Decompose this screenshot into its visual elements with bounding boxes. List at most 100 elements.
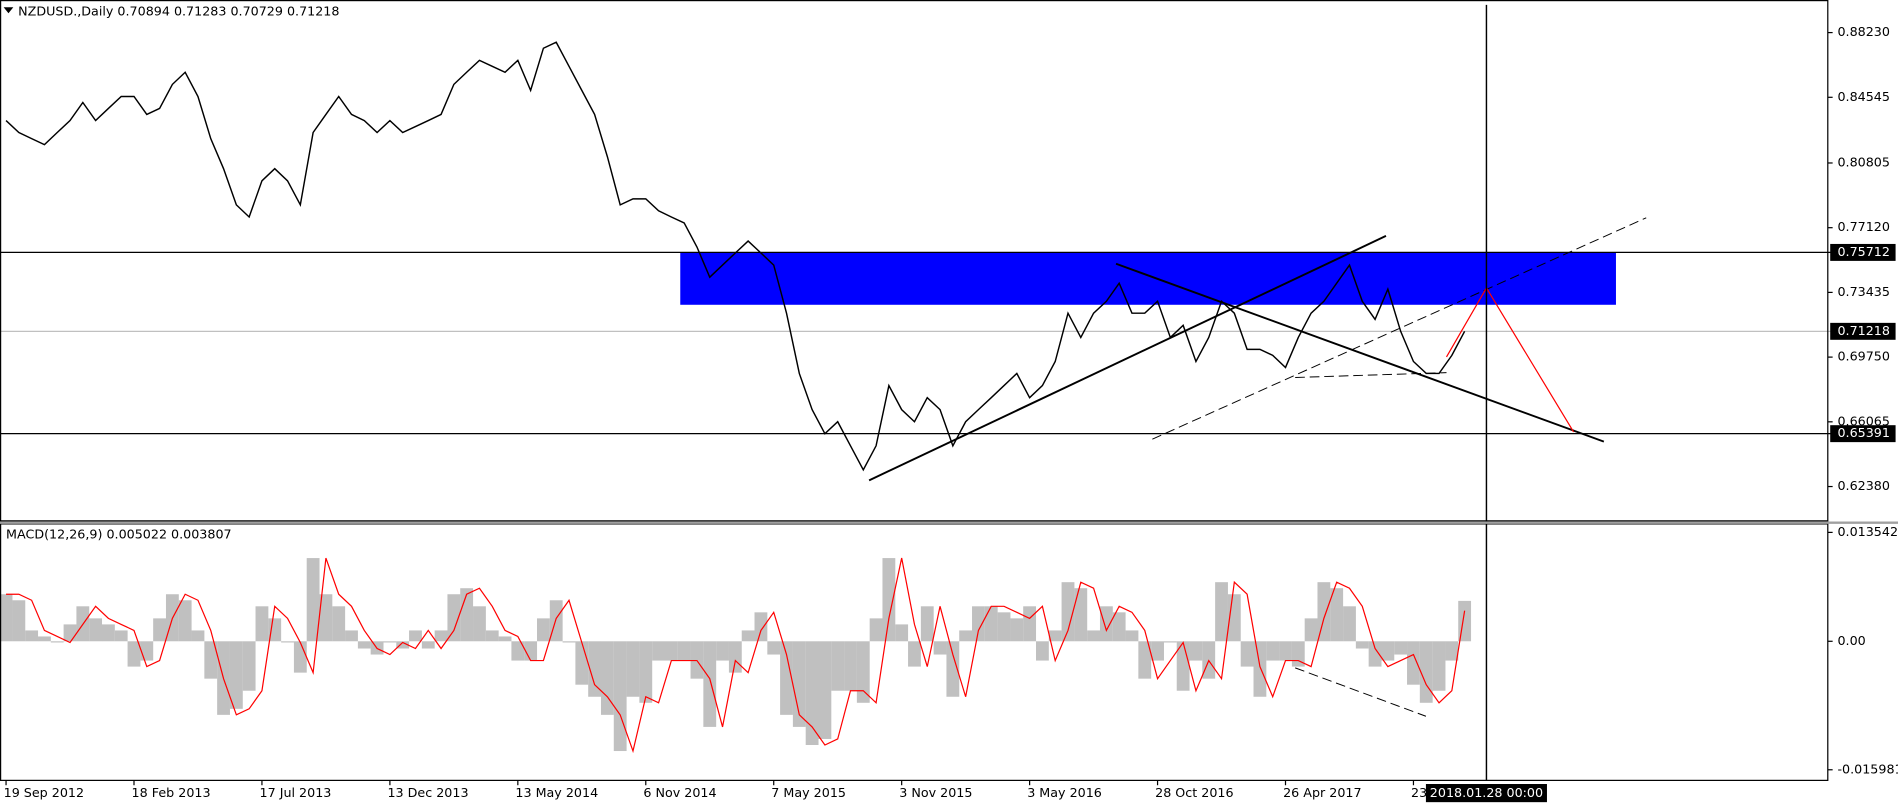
x-tick-label: 18 Feb 2013 [132, 785, 211, 800]
macd-bar [1381, 641, 1395, 661]
macd-bar [25, 630, 39, 642]
macd-bar [613, 641, 627, 752]
macd-bar [473, 606, 486, 642]
macd-bar [562, 641, 576, 643]
macd-bar [908, 641, 921, 667]
macd-bar [1355, 641, 1369, 649]
y-tick-label: 0.84545 [1837, 89, 1889, 104]
macd-bar [89, 618, 103, 642]
divergence-line [1295, 667, 1427, 717]
x-tick-label: 13 May 2014 [515, 785, 598, 800]
macd-bar [639, 641, 653, 703]
macd-bar [1343, 606, 1356, 642]
trendline [1115, 262, 1605, 443]
levels-layer [0, 251, 1833, 435]
x-tick-label: 26 Apr 2017 [1283, 785, 1361, 800]
crosshair-label-box [1425, 784, 1547, 803]
macd-bar [1240, 641, 1254, 667]
frames [0, 0, 1898, 781]
macd-title: MACD(12,26,9) 0.005022 0.003807 [6, 526, 232, 541]
collapse-icon[interactable] [3, 7, 14, 14]
macd-bar [255, 606, 269, 642]
macd-bar [1419, 641, 1433, 703]
supply-zone [680, 252, 1616, 305]
macd-bar [741, 630, 755, 642]
macd-bar [754, 612, 768, 642]
crosshair-label: 2018.01.28 00:00 [1430, 785, 1543, 800]
dashed-trendline [1152, 217, 1647, 440]
macd-bar [127, 641, 141, 667]
x-tick-label: 3 Nov 2015 [899, 785, 972, 800]
macd-bar [293, 641, 307, 673]
level-label: 0.65391 [1837, 425, 1889, 440]
macd-bar [396, 641, 410, 649]
macd-bar [1330, 588, 1344, 642]
macd-bar [1048, 630, 1062, 642]
x-tick-label: 17 Jul 2013 [260, 785, 332, 800]
macd-bar [434, 630, 448, 642]
macd-bar [831, 641, 845, 691]
macd-bar [421, 641, 435, 649]
macd-bar [1304, 618, 1318, 642]
macd-bar [319, 594, 333, 642]
macd-bar [626, 641, 640, 697]
macd-bar [664, 641, 678, 661]
macd-bar [178, 600, 192, 642]
macd-bar [1317, 582, 1331, 642]
x-tick-label: 28 Oct 2016 [1155, 785, 1233, 800]
macd-bar [1151, 641, 1164, 661]
macd-bar [767, 641, 781, 655]
macd-bar [537, 618, 550, 642]
macd-bar [191, 630, 205, 642]
macd-bar [728, 641, 742, 673]
macd-bar [460, 588, 474, 642]
macd-bar [306, 558, 320, 642]
macd-bar [1407, 641, 1420, 685]
y-tick-label: 0.88230 [1837, 24, 1889, 39]
macd-bar [114, 630, 128, 642]
macd-bar [0, 594, 13, 642]
macd-bar [600, 641, 614, 715]
macd-bar [1112, 612, 1126, 642]
macd-bar [933, 641, 947, 655]
macd-bar [780, 641, 793, 715]
macd-bar [332, 606, 346, 642]
y-tick-label: 0.69750 [1837, 349, 1889, 364]
macd-pane-frame [0, 523, 1829, 781]
macd-bar [1368, 641, 1382, 667]
zone-layer [680, 252, 1616, 305]
macd-bar [153, 618, 167, 642]
y-tick-label: 0.80805 [1837, 154, 1889, 169]
y-tick-label: 0.73435 [1837, 284, 1889, 299]
signal-line [6, 557, 1466, 754]
macd-bar [1087, 630, 1101, 642]
macd-bar [1125, 630, 1139, 642]
y-tick-label: 0.00 [1837, 633, 1865, 648]
macd-bar [1394, 641, 1408, 655]
macd-bar [345, 630, 358, 642]
macd-bar [972, 606, 985, 642]
level-label: 0.75712 [1837, 244, 1889, 259]
macd-bar [1253, 641, 1267, 697]
macd-bar [677, 641, 691, 661]
macd-bar [38, 636, 51, 642]
macd-bar [242, 641, 256, 691]
macd-bar [997, 612, 1011, 642]
macd-bar [204, 641, 218, 679]
level-label-box [1830, 243, 1896, 261]
macd-bar [1266, 641, 1280, 661]
macd-bar [1138, 641, 1152, 679]
macd-bar [485, 630, 499, 642]
macd-bar [1163, 641, 1177, 643]
macd-bar [1189, 641, 1203, 661]
macd-bar [50, 641, 64, 643]
macd-bar [1279, 641, 1292, 661]
macd-bar [575, 641, 589, 685]
price-pane-frame [0, 0, 1829, 522]
y-tick-label: 0.77120 [1837, 219, 1889, 234]
macd-bar [1074, 588, 1088, 642]
y-tick-label: -0.015981 [1837, 761, 1898, 776]
macd-bar [895, 624, 909, 642]
